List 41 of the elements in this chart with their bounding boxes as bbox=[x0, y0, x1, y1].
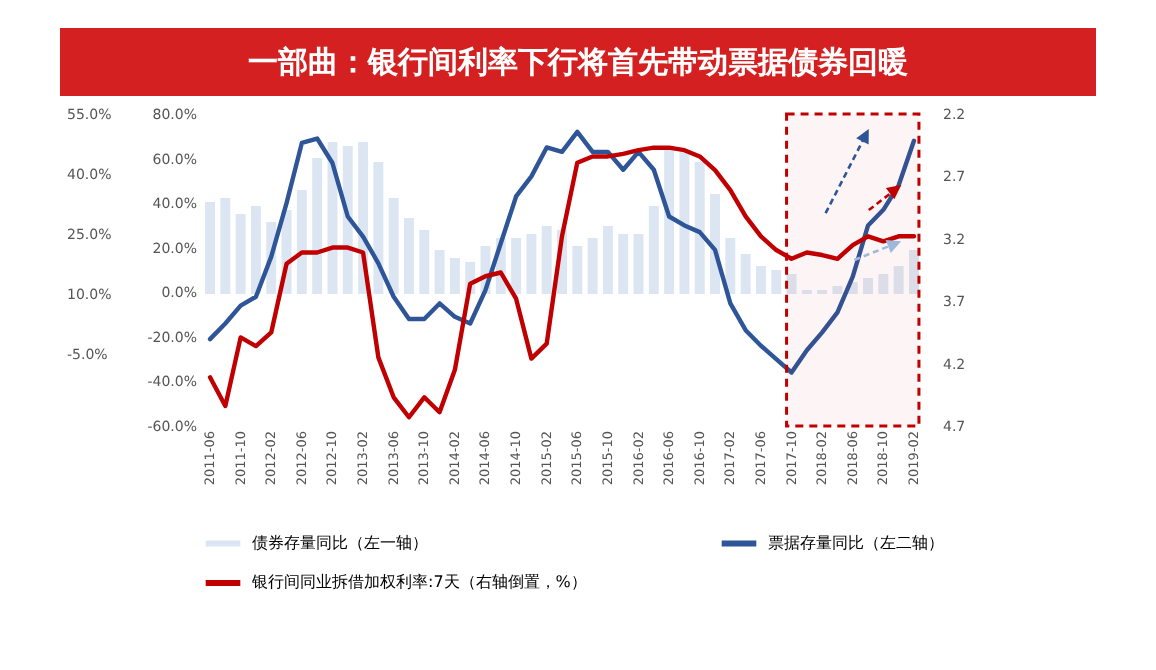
bar bbox=[771, 270, 782, 294]
bar bbox=[648, 206, 659, 294]
bar bbox=[526, 234, 537, 294]
bar bbox=[373, 162, 384, 294]
bar bbox=[342, 146, 353, 294]
bar bbox=[250, 206, 261, 294]
bar bbox=[312, 158, 323, 294]
bar bbox=[755, 266, 766, 294]
bar bbox=[602, 226, 613, 294]
bar bbox=[725, 238, 736, 294]
line-series bbox=[207, 129, 917, 375]
bar bbox=[404, 218, 414, 294]
bar bbox=[419, 230, 430, 294]
bar bbox=[572, 246, 583, 294]
bar bbox=[296, 190, 307, 294]
legend-label: 债券存量同比（左一轴） bbox=[252, 533, 428, 552]
bar bbox=[863, 278, 874, 294]
bar bbox=[740, 254, 751, 294]
bar bbox=[587, 238, 598, 294]
bar bbox=[786, 274, 797, 294]
bar bbox=[235, 214, 246, 294]
bar bbox=[449, 258, 460, 294]
legend-label: 票据存量同比（左二轴） bbox=[768, 533, 944, 552]
bar bbox=[878, 274, 889, 294]
legend-label: 银行间同业拆借加权利率:7天（右轴倒置，%） bbox=[250, 573, 587, 591]
bar bbox=[220, 198, 231, 294]
bar bbox=[618, 234, 629, 294]
bar bbox=[694, 162, 705, 294]
bar bbox=[541, 226, 552, 294]
bar bbox=[388, 198, 399, 294]
bar bbox=[832, 286, 843, 294]
bar bbox=[679, 150, 690, 294]
bar bbox=[893, 266, 904, 294]
line-series bbox=[207, 145, 917, 420]
bar bbox=[633, 234, 644, 294]
bar bbox=[511, 238, 522, 294]
bar bbox=[434, 250, 445, 294]
bar bbox=[908, 250, 919, 294]
bar bbox=[664, 150, 675, 294]
bar bbox=[205, 202, 216, 294]
chart-title: 一部曲：银行间利率下行将首先带动票据债券回暖 bbox=[60, 28, 1096, 96]
